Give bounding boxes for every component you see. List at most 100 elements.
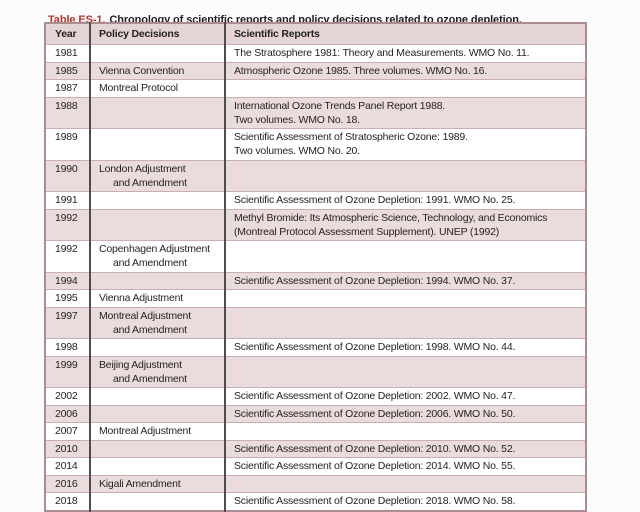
table-row: 1985 Vienna Convention Atmospheric Ozone 1… [45,61,586,80]
policy-decision-cell [89,439,225,458]
policy-decision-line: and Amendment [113,176,187,189]
table-row: 1995 Vienna Adjustment [45,289,586,307]
year-cell: 1992 [45,240,90,272]
scientific-report-line: Scientific Assessment of Ozone Depletion… [234,274,516,287]
scientific-report-line: Scientific Assessment of Ozone Depletion… [234,407,516,420]
table-row: 1992 Methyl Bromide: Its Atmospheric Scie… [45,208,586,241]
table-row: 1992 Copenhagen Adjustment and Amendment [45,240,586,272]
table-body: 1981 The Stratosphere 1981: Theory and Me… [45,44,586,511]
table-row: 2016 Kigali Amendment [45,474,586,493]
policy-decision-cell [89,96,225,129]
scientific-report-cell [224,79,586,97]
table-row: 1981 The Stratosphere 1981: Theory and Me… [45,44,586,62]
year-cell: 1999 [45,355,90,388]
scientific-report-line: Scientific Assessment of Ozone Depletion… [234,390,516,402]
policy-decision-cell [89,338,225,356]
scientific-report-cell: Scientific Assessment of Ozone Depletion… [224,387,586,405]
scientific-report-line: The Stratosphere 1981: Theory and Measur… [234,47,530,59]
table-row: 1989 Scientific Assessment of Stratospher… [45,128,586,160]
table-row: 1987 Montreal Protocol [45,79,586,97]
scientific-report-line: Scientific Assessment of Ozone Depletion… [234,495,516,507]
table-row: 1994 Scientific Assessment of Ozone Deple… [45,271,586,290]
year-cell: 2007 [45,422,90,440]
policy-decision-line: and Amendment [113,372,187,385]
policy-decision-line: Montreal Adjustment [99,425,191,437]
year-cell: 2006 [45,404,90,423]
scientific-report-cell [224,422,586,440]
policy-decision-cell: Montreal Protocol [89,79,225,97]
table-row: 1999 Beijing Adjustment and Amendment [45,355,586,388]
policy-decision-line: Kigali Amendment [99,477,181,490]
year-cell: 1985 [45,61,90,80]
policy-decision-cell [89,387,225,405]
scientific-report-line: (Montreal Protocol Assessment Supplement… [234,225,500,238]
year-cell: 1992 [45,208,90,241]
scientific-report-line: Scientific Assessment of Stratospheric O… [234,131,468,143]
scientific-report-line: Two volumes. WMO No. 18. [234,113,360,126]
policy-decision-cell: Kigali Amendment [89,474,225,493]
table-row: 1988 International Ozone Trends Panel Rep… [45,96,586,129]
scientific-report-line: Atmospheric Ozone 1985. Three volumes. W… [234,64,488,77]
year-cell: 1997 [45,306,90,339]
policy-decision-line: Copenhagen Adjustment [99,243,210,255]
table-row: 1990 London Adjustment and Amendment [45,159,586,192]
year-cell: 1988 [45,96,90,129]
scientific-report-cell [224,474,586,493]
policy-decision-line: Vienna Convention [99,64,185,77]
policy-decision-line: Beijing Adjustment [99,358,182,371]
scientific-report-cell: Methyl Bromide: Its Atmospheric Science,… [224,208,586,241]
policy-decision-cell: Vienna Adjustment [89,289,225,307]
policy-decision-cell [89,191,225,209]
column-header-policy-decisions: Policy Decisions [89,22,225,45]
policy-decision-cell: Montreal Adjustment and Amendment [89,306,225,339]
scientific-report-cell: Scientific Assessment of Ozone Depletion… [224,191,586,209]
scientific-report-cell [224,240,586,272]
column-header-scientific-reports: Scientific Reports [224,22,586,45]
scientific-report-cell [224,289,586,307]
policy-decision-line: Vienna Adjustment [99,292,183,304]
table-row: 1998 Scientific Assessment of Ozone Deple… [45,338,586,356]
scientific-report-cell: Atmospheric Ozone 1985. Three volumes. W… [224,61,586,80]
scientific-report-cell [224,306,586,339]
policy-decision-cell [89,128,225,160]
policy-decision-line: and Amendment [113,323,187,336]
table-row: 2006 Scientific Assessment of Ozone Deple… [45,404,586,423]
year-cell: 1995 [45,289,90,307]
year-cell: 2010 [45,439,90,458]
year-cell: 2016 [45,474,90,493]
scientific-report-line: Scientific Assessment of Ozone Depletion… [234,194,516,206]
scientific-report-cell: Scientific Assessment of Ozone Depletion… [224,338,586,356]
policy-decision-cell [89,271,225,290]
scientific-report-line: Methyl Bromide: Its Atmospheric Science,… [234,211,548,224]
policy-decision-cell [89,457,225,475]
table-row: 1991 Scientific Assessment of Ozone Deple… [45,191,586,209]
policy-decision-cell [89,404,225,423]
policy-decision-line: and Amendment [113,257,187,269]
scientific-report-cell: The Stratosphere 1981: Theory and Measur… [224,44,586,62]
policy-decision-cell [89,208,225,241]
header-row: Year Policy Decisions Scientific Reports [45,22,586,45]
column-header-year: Year [45,22,90,45]
policy-decision-cell: Copenhagen Adjustment and Amendment [89,240,225,272]
scientific-report-cell: Scientific Assessment of Ozone Depletion… [224,404,586,423]
year-cell: 1987 [45,79,90,97]
scientific-report-line: International Ozone Trends Panel Report … [234,99,446,112]
year-cell: 1981 [45,44,90,62]
chronology-table: Year Policy Decisions Scientific Reports… [44,22,587,512]
policy-decision-cell [89,44,225,62]
scientific-report-line: Scientific Assessment of Ozone Depletion… [234,341,516,353]
scientific-report-cell [224,159,586,192]
year-cell: 1998 [45,338,90,356]
scientific-report-cell: International Ozone Trends Panel Report … [224,96,586,129]
policy-decision-line: Montreal Adjustment [99,309,191,322]
scientific-report-line: Two volumes. WMO No. 20. [234,145,360,157]
policy-decision-cell: Montreal Adjustment [89,422,225,440]
table-row: 2010 Scientific Assessment of Ozone Deple… [45,439,586,458]
table-row: 2007 Montreal Adjustment [45,422,586,440]
year-cell: 2014 [45,457,90,475]
policy-decision-cell: Vienna Convention [89,61,225,80]
policy-decision-line: Montreal Protocol [99,82,178,94]
table-row: 2014 Scientific Assessment of Ozone Deple… [45,457,586,475]
scientific-report-cell: Scientific Assessment of Ozone Depletion… [224,439,586,458]
scientific-report-cell: Scientific Assessment of Ozone Depletion… [224,457,586,475]
